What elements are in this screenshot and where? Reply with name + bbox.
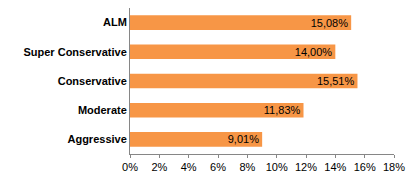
svg-text:Super Conservative: Super Conservative xyxy=(23,46,126,58)
svg-text:Aggressive: Aggressive xyxy=(67,133,126,145)
svg-text:Conservative: Conservative xyxy=(58,75,127,87)
svg-text:12%: 12% xyxy=(295,161,317,173)
svg-text:8%: 8% xyxy=(239,161,255,173)
svg-text:4%: 4% xyxy=(181,161,197,173)
svg-text:9,01%: 9,01% xyxy=(228,133,259,145)
svg-text:6%: 6% xyxy=(210,161,226,173)
svg-text:14%: 14% xyxy=(324,161,346,173)
svg-text:11,83%: 11,83% xyxy=(264,104,301,116)
svg-text:10%: 10% xyxy=(266,161,288,173)
svg-text:Moderate: Moderate xyxy=(78,104,127,116)
svg-text:15,08%: 15,08% xyxy=(311,17,349,29)
svg-text:0%: 0% xyxy=(122,161,138,173)
svg-text:15,51%: 15,51% xyxy=(317,75,355,87)
svg-text:18%: 18% xyxy=(383,161,405,173)
svg-text:14,00%: 14,00% xyxy=(295,46,333,58)
svg-text:2%: 2% xyxy=(151,161,167,173)
svg-text:16%: 16% xyxy=(354,161,376,173)
svg-text:ALM: ALM xyxy=(103,16,127,28)
